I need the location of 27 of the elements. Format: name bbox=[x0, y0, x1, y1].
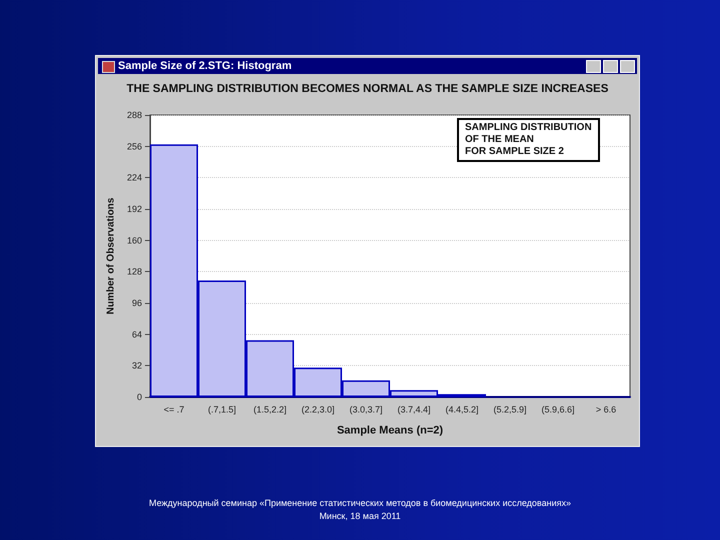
y-tick-label: 96 bbox=[132, 298, 142, 308]
y-tick-label: 288 bbox=[126, 110, 142, 120]
x-tick-label: (5.2,5.9] bbox=[493, 404, 527, 414]
x-tick-label: (1.5,2.2] bbox=[253, 404, 287, 414]
y-tick-label: 160 bbox=[126, 235, 142, 246]
y-tick-label: 128 bbox=[126, 266, 142, 277]
x-tick-label: (3.0,3.7] bbox=[349, 404, 383, 414]
text: Sample Size of 2.STG: Histogram bbox=[118, 60, 292, 72]
x-tick-label: (2.2,3.0] bbox=[301, 404, 335, 414]
y-axis-title: Number of Observations bbox=[106, 197, 116, 314]
x-tick-label: (4.4,5.2] bbox=[445, 404, 479, 414]
y-tick-label: 0 bbox=[136, 392, 142, 402]
text: Минск, 18 мая 2011 bbox=[318, 511, 402, 521]
x-tick-label: (3.7,4.4] bbox=[397, 404, 431, 414]
x-tick-label: (5.9,6.6] bbox=[541, 404, 575, 414]
annotation: SAMPLING DISTRIBUTION OF THE MEAN FOR SAMPLE SIZE 2 bbox=[457, 118, 600, 162]
y-tick-label: 224 bbox=[126, 172, 142, 183]
y-tick-label: 256 bbox=[126, 141, 142, 152]
text: Международный семинар «Применение статистических методов в биомедицинских исследованиях» bbox=[148, 498, 572, 508]
y-tick-label: 64 bbox=[132, 329, 142, 340]
x-axis-title: Sample Means (n=2) bbox=[336, 424, 444, 436]
x-tick-label: > 6.6 bbox=[596, 404, 616, 414]
y-tick-label: 192 bbox=[126, 204, 142, 214]
y-tick-label: 32 bbox=[132, 360, 142, 371]
chart-title: THE SAMPLING DISTRIBUTION BECOMES NORMAL AS THE SAMPLE SIZE INCREASES bbox=[126, 83, 610, 95]
x-tick-label: (.7,1.5] bbox=[208, 404, 236, 414]
x-tick-label: <= .7 bbox=[164, 404, 184, 414]
